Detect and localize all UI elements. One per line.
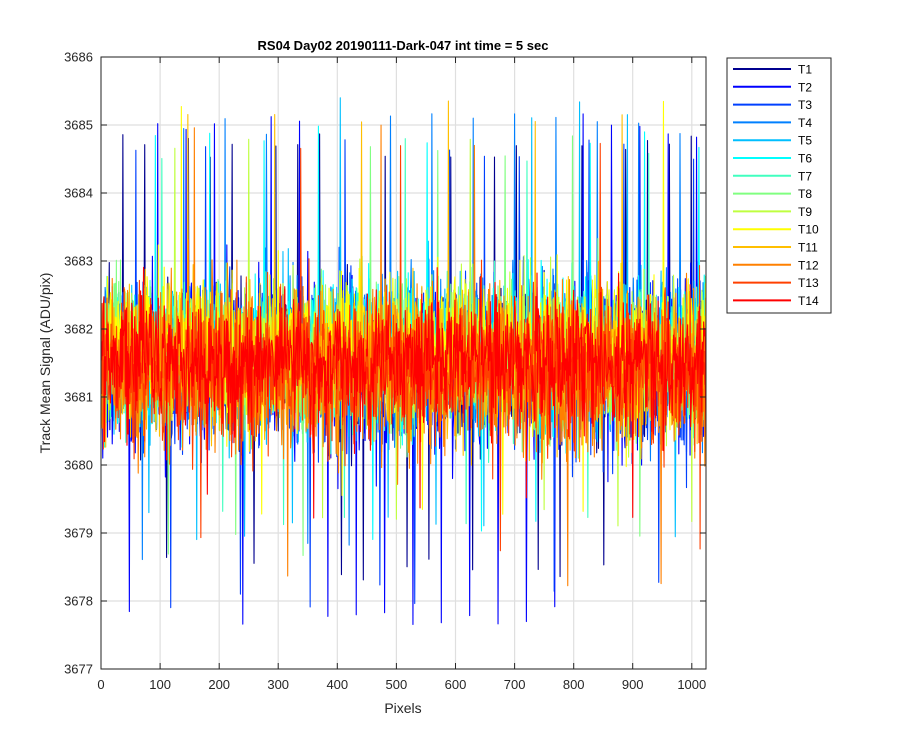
x-tick-label: 500 (386, 677, 408, 692)
y-tick-label: 3686 (64, 50, 93, 65)
plot-frame (100, 56, 707, 670)
legend-label: T13 (798, 276, 819, 290)
x-tick-label: 600 (445, 677, 467, 692)
legend-box (726, 57, 832, 314)
legend-label: T1 (798, 63, 812, 77)
x-tick-label: 300 (267, 677, 289, 692)
y-tick-label: 3677 (64, 662, 93, 677)
y-tick-label: 3684 (64, 186, 93, 201)
legend-label: T10 (798, 223, 819, 237)
legend-label: T5 (798, 134, 812, 148)
x-tick-label: 800 (563, 677, 585, 692)
series-line-t14 (101, 266, 706, 519)
legend: T1 T2 T3 T4 T5 T6 T7 T8 T9 T10 T11 T12 T13 T14 (726, 57, 832, 314)
x-tick-label: 1000 (677, 677, 706, 692)
legend-label: T11 (798, 241, 818, 255)
x-tick-label: 700 (504, 677, 526, 692)
y-tick-label: 3680 (64, 458, 93, 473)
legend-label: T8 (798, 187, 812, 201)
y-tick-label: 3682 (64, 322, 93, 337)
x-tick-label: 200 (208, 677, 230, 692)
series-layer (101, 97, 706, 626)
legend-label: T3 (798, 98, 812, 112)
y-tick-label: 3683 (64, 254, 93, 269)
legend-label: T14 (798, 294, 819, 308)
chart-title: RS04 Day02 20190111-Dark-047 int time = … (258, 38, 549, 53)
x-axis-label: Pixels (384, 700, 421, 716)
legend-label: T9 (798, 205, 812, 219)
legend-label: T12 (798, 258, 819, 272)
y-axis-label: Track Mean Signal (ADU/pix) (37, 273, 53, 454)
legend-label: T6 (798, 152, 812, 166)
y-tick-label: 3681 (64, 390, 93, 405)
legend-label: T4 (798, 116, 812, 130)
y-tick-label: 3678 (64, 594, 93, 609)
y-tick-label: 3679 (64, 526, 93, 541)
axis-ticks: 0 100 200 300 400 500 600 700 800 900 1000 3677 3678… (64, 50, 706, 693)
x-tick-label: 100 (149, 677, 171, 692)
y-tick-label: 3685 (64, 118, 93, 133)
legend-label: T2 (798, 80, 812, 94)
x-tick-label: 400 (326, 677, 348, 692)
x-tick-label: 0 (97, 677, 104, 692)
x-tick-label: 900 (622, 677, 644, 692)
legend-label: T7 (798, 169, 812, 183)
